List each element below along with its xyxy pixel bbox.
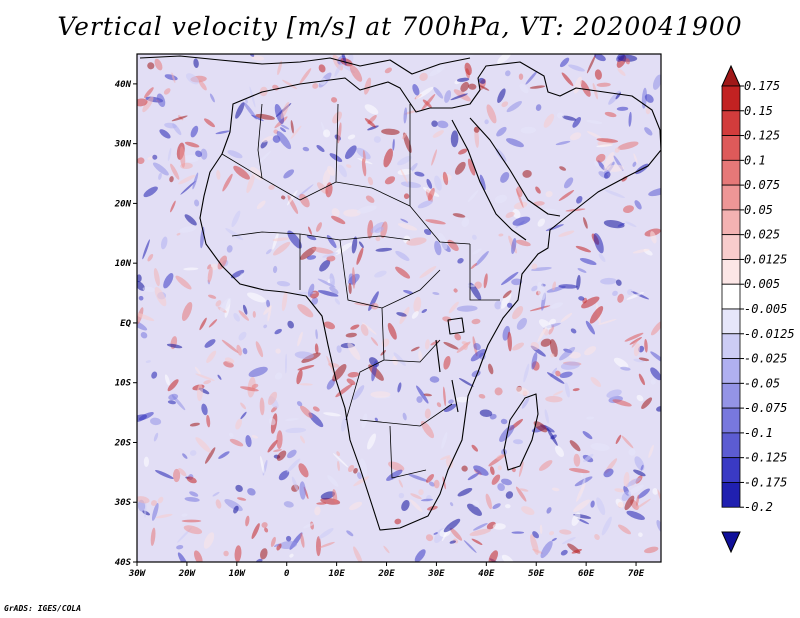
colorbar-level-label: 0.005 <box>744 277 780 291</box>
colorbar-swatch <box>721 110 741 136</box>
lon-tick-label: 30W <box>128 569 147 579</box>
colorbar-swatch <box>721 333 741 359</box>
colorbar-level-label: 0.15 <box>744 104 773 118</box>
colorbar-level-label: 0.05 <box>744 203 773 217</box>
velocity-field <box>137 54 661 562</box>
colorbar-level-label: -0.1 <box>744 426 773 440</box>
colorbar-swatch <box>721 234 741 260</box>
colorbar-level-label: 0.0125 <box>744 252 787 266</box>
colorbar-level-label: -0.125 <box>744 451 787 465</box>
lat-tick-label: 20N <box>114 199 132 209</box>
lon-tick-label: 10W <box>229 569 247 579</box>
lat-tick-label: 20S <box>114 438 132 448</box>
coastlines <box>139 55 661 531</box>
lat-tick-label: 10N <box>115 259 132 269</box>
colorbar-swatch <box>721 457 741 483</box>
colorbar-level-label: 0.125 <box>744 129 780 143</box>
colorbar-swatch <box>721 407 741 434</box>
lake-malawi <box>451 379 459 413</box>
colorbar-swatch <box>721 135 741 161</box>
colorbar-bottom-arrow <box>721 531 741 554</box>
colorbar-swatch <box>721 308 741 335</box>
lat-tick-label: 30N <box>114 140 132 150</box>
colorbar-swatch <box>721 209 741 236</box>
colorbar-swatch <box>721 432 741 459</box>
colorbar-swatch <box>721 283 741 310</box>
map-title: Vertical velocity [m/s] at 700hPa, VT: 2… <box>57 12 743 41</box>
lon-tick-label: 0 <box>284 569 290 579</box>
colorbar-swatch <box>721 159 741 186</box>
colorbar-level-label: -0.005 <box>744 302 787 316</box>
lake-victoria <box>447 317 465 335</box>
colorbar-level-label: -0.2 <box>744 500 773 514</box>
colorbar-top-arrow <box>721 64 741 87</box>
colorbar-swatch <box>721 184 741 211</box>
colorbar-level-label: 0.075 <box>744 178 780 192</box>
colorbar-level-label: -0.175 <box>744 475 787 489</box>
lon-tick-label: 70E <box>628 569 645 579</box>
colorbar-swatch <box>721 482 741 508</box>
madagascar-coast <box>503 393 539 471</box>
arabia-coast <box>469 117 561 217</box>
colorbar-level-label: 0.1 <box>744 153 766 167</box>
colorbar-swatch <box>721 358 741 384</box>
lon-tick-label: 20E <box>377 569 395 579</box>
lon-tick-label: 30E <box>427 569 445 579</box>
europe-coast <box>139 55 471 75</box>
lat-tick-label: EQ <box>120 319 131 329</box>
lat-tick-label: 30S <box>114 498 132 508</box>
lon-tick-label: 50E <box>528 569 545 579</box>
map-frame <box>136 53 662 563</box>
lat-tick-label: 40S <box>115 558 132 568</box>
axis-ticks: 30W 20W 10W 0 10E 20E 30E 40E 50E 60E 70E 40N 30N 20N… <box>114 80 645 579</box>
colorbar-swatch <box>721 85 741 112</box>
lon-tick-label: 60E <box>578 569 595 579</box>
lon-tick-label: 40E <box>478 569 495 579</box>
lon-tick-label: 20W <box>178 569 197 579</box>
colorbar-level-label: -0.05 <box>744 376 780 390</box>
colorbar-level-label: 0.175 <box>744 79 780 93</box>
lat-tick-label: 40N <box>115 80 132 90</box>
colorbar-swatch <box>721 382 741 409</box>
colorbar-level-label: 0.025 <box>744 228 780 242</box>
lon-tick-label: 10E <box>328 569 345 579</box>
red-sea-coast <box>451 119 527 241</box>
colorbar: 0.175 0.15 0.125 0.1 0.075 0.05 0.025 0.0125 0.0… <box>721 64 795 554</box>
lat-tick-label: 10S <box>115 379 132 389</box>
country-borders <box>221 103 500 479</box>
grads-credit: GrADS: IGES/COLA <box>4 604 82 613</box>
lake-tanganyika <box>435 339 441 373</box>
africa-coastline <box>199 61 661 531</box>
colorbar-level-label: -0.025 <box>744 352 787 366</box>
colorbar-level-label: -0.0125 <box>744 327 795 341</box>
colorbar-level-label: -0.075 <box>744 401 787 415</box>
colorbar-swatch <box>721 259 741 285</box>
